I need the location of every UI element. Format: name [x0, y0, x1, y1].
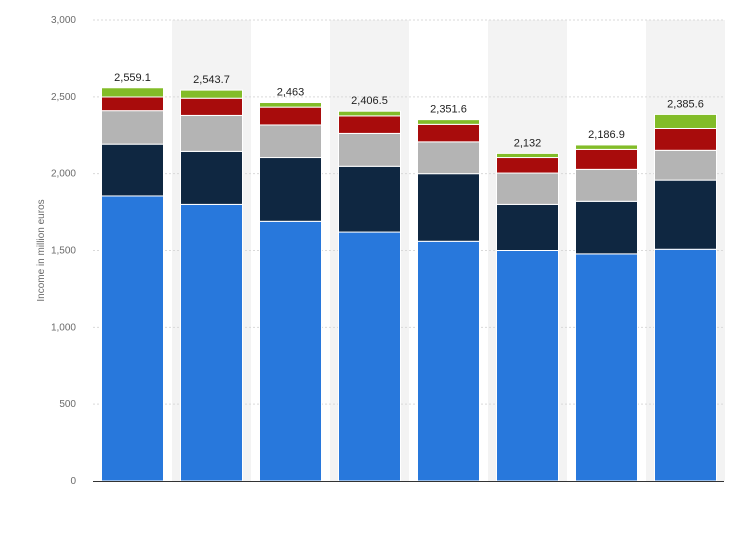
- bar-segment-3: [259, 124, 322, 159]
- bar-segment-4: [496, 157, 559, 174]
- bar-segment-5: [259, 102, 322, 108]
- bar-segment-1: [180, 203, 243, 482]
- bar-segment-1: [101, 195, 164, 482]
- y-tick-label: 1,000: [51, 322, 76, 333]
- total-label: 2,559.1: [114, 72, 151, 84]
- total-label: 2,351.6: [430, 104, 467, 116]
- bar-segment-3: [338, 132, 401, 167]
- bar-segment-3: [417, 141, 480, 175]
- bar-segment-4: [259, 106, 322, 126]
- bar-segment-1: [654, 248, 717, 482]
- bar-segment-5: [575, 144, 638, 150]
- y-tick-label: 0: [70, 476, 76, 487]
- bar-segment-4: [101, 96, 164, 112]
- bar-segment-1: [575, 253, 638, 482]
- bar-segment-2: [654, 179, 717, 250]
- total-label: 2,463: [277, 87, 305, 99]
- total-label: 2,132: [514, 137, 542, 149]
- y-tick-label: 2,000: [51, 169, 76, 180]
- bar-segment-3: [496, 172, 559, 205]
- bar-segment-5: [101, 87, 164, 98]
- bar-segment-5: [417, 119, 480, 125]
- bar-segment-5: [496, 152, 559, 159]
- bar-segment-5: [338, 110, 401, 117]
- y-tick-label: 3,000: [51, 15, 76, 26]
- total-label: 2,406.5: [351, 95, 388, 107]
- total-label: 2,385.6: [667, 98, 704, 110]
- bar-segment-3: [575, 168, 638, 202]
- bar-segment-2: [338, 165, 401, 233]
- bar-segment-4: [575, 148, 638, 170]
- bars: [101, 87, 717, 482]
- y-tick-label: 1,500: [51, 246, 76, 257]
- bar-segment-1: [496, 250, 559, 482]
- bar-segment-3: [101, 110, 164, 145]
- bar-segment-5: [654, 113, 717, 129]
- bar-segment-3: [180, 114, 243, 152]
- bar-segment-2: [496, 203, 559, 251]
- y-axis-title: Income in million euros: [36, 199, 47, 301]
- bar-segment-1: [417, 240, 480, 482]
- bar-segment-4: [180, 97, 243, 116]
- bar-segment-1: [338, 231, 401, 482]
- y-tick-label: 500: [59, 399, 76, 410]
- total-label: 2,543.7: [193, 74, 230, 86]
- bar-segment-3: [654, 149, 717, 181]
- bar-segment-1: [259, 220, 322, 482]
- bar-segment-5: [180, 89, 243, 99]
- bar-segment-4: [654, 127, 717, 151]
- y-axis-ticks: 0 500 1,000 1,500 2,000 2,500 3,000: [51, 15, 76, 487]
- bar-segment-2: [575, 200, 638, 255]
- bar-segment-2: [101, 143, 164, 197]
- bar-segment-4: [338, 115, 401, 134]
- total-labels: 2,559.1 2,543.7 2,463 2,406.5 2,351.6 2,132 2,…: [114, 72, 704, 150]
- bar-segment-2: [259, 157, 322, 222]
- bar-segment-2: [180, 150, 243, 205]
- y-tick-label: 2,500: [51, 92, 76, 103]
- total-label: 2,186.9: [588, 129, 625, 141]
- bar-segment-4: [417, 123, 480, 143]
- bar-segment-2: [417, 173, 480, 242]
